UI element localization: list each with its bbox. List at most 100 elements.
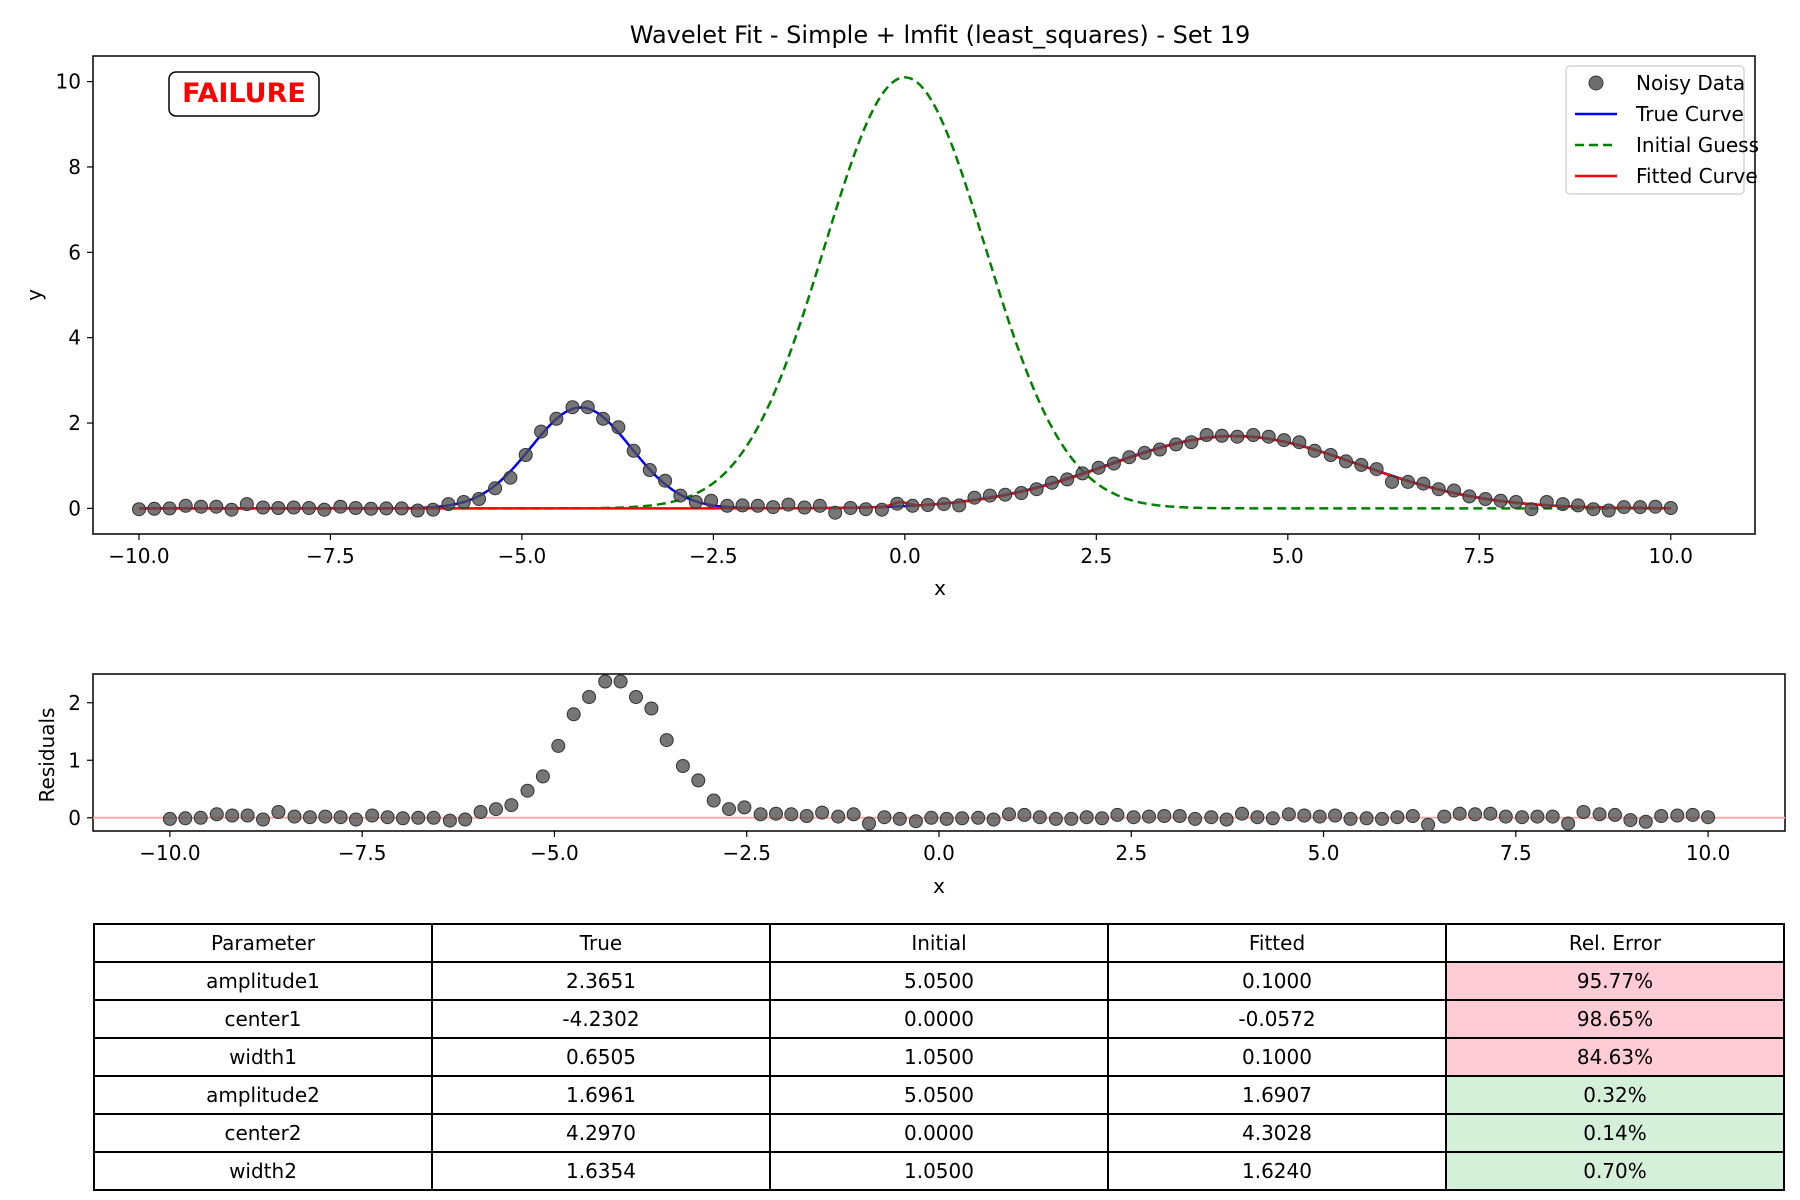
residual-point (333, 810, 348, 825)
failure-box (168, 71, 320, 117)
residual-point (473, 805, 488, 819)
table-cell: 0.0000 (769, 999, 1109, 1039)
noisy-data-point (812, 498, 827, 513)
residual-point (504, 798, 519, 813)
residuals-data-points (162, 674, 1716, 832)
noisy-data-point (1044, 475, 1059, 490)
y-tick-label: 0 (68, 496, 81, 520)
residual-point (1172, 809, 1187, 823)
table-cell: center2 (93, 1113, 433, 1153)
residual-point (1219, 812, 1234, 827)
table-cell: 0.1000 (1107, 961, 1447, 1001)
failure-annotation: FAILURE (168, 71, 320, 117)
noisy-data-point (766, 500, 781, 515)
header-initial: Initial (769, 923, 1109, 963)
noisy-data-point (735, 498, 750, 513)
residual-point (955, 811, 970, 826)
residual-point (1592, 807, 1607, 822)
y-tick-label: 2 (68, 411, 81, 435)
noisy-data-point (379, 501, 394, 516)
noisy-data-point (147, 501, 162, 516)
residual-point (1188, 811, 1203, 826)
table-header-row: Parameter True Initial Fitted Rel. Error (93, 923, 1785, 963)
noisy-data-point (1555, 497, 1570, 512)
residual-point (349, 812, 363, 827)
noisy-data-point (317, 502, 332, 517)
residual-point (582, 690, 597, 704)
residual-point (1561, 816, 1576, 831)
parameter-table: Parameter True Initial Fitted Rel. Error… (93, 923, 1785, 1191)
residual-point (193, 810, 208, 825)
residual-point (1390, 810, 1405, 825)
noisy-data-point (1261, 429, 1276, 444)
noisy-data-point (410, 503, 425, 518)
x-tick-label: 0.0 (889, 544, 921, 568)
noisy-data-point (611, 420, 626, 435)
residual-point (892, 811, 907, 826)
residual-point (1142, 809, 1156, 824)
residual-point (706, 793, 721, 808)
x-tick-label: −7.5 (338, 841, 387, 865)
x-tick-label: 5.0 (1272, 544, 1304, 568)
noisy-data-point (426, 502, 441, 517)
x-tick-label: 0.0 (923, 841, 955, 865)
noisy-data-point (1431, 482, 1446, 497)
table-cell: 0.6505 (431, 1037, 771, 1077)
noisy-data-point (982, 488, 997, 503)
x-tick-label: 2.5 (1080, 544, 1112, 568)
x-tick-label: 7.5 (1500, 841, 1532, 865)
main-y-axis-label: y (22, 289, 46, 301)
residual-point (1343, 811, 1358, 826)
residual-point (1265, 811, 1280, 826)
table-cell: 4.3028 (1107, 1113, 1447, 1153)
residual-point (1576, 805, 1591, 819)
residual-point (613, 674, 628, 689)
noisy-data-point (920, 498, 935, 512)
residual-point (178, 811, 193, 826)
residual-point (1608, 807, 1622, 822)
residual-point (209, 807, 224, 822)
noisy-data-point (580, 400, 595, 415)
residual-point (1498, 809, 1513, 824)
noisy-data-point (1509, 495, 1523, 509)
noisy-data-point (781, 497, 796, 512)
x-tick-label: 7.5 (1463, 544, 1495, 568)
rel-error-cell: 0.70% (1445, 1151, 1785, 1191)
noisy-data-point (364, 501, 378, 516)
noisy-data-point (456, 495, 471, 509)
noisy-data-point (271, 501, 286, 515)
residual-point (1515, 810, 1529, 825)
noisy-data-point (1633, 500, 1648, 515)
residual-point (520, 783, 535, 798)
residual-point (1079, 810, 1094, 825)
x-tick-label: 5.0 (1308, 841, 1340, 865)
residual-point (1654, 809, 1669, 823)
noisy-data-point (518, 448, 533, 462)
residual-point (1670, 808, 1685, 823)
y-tick-label: 10 (56, 70, 81, 94)
y-tick-label: 4 (68, 326, 81, 350)
x-tick-label: −2.5 (689, 544, 738, 568)
residual-point (1235, 806, 1249, 821)
residual-point (986, 812, 1001, 827)
residual-point (1359, 811, 1374, 826)
table-row: amplitude1 2.3651 5.0500 0.1000 95.77% (93, 961, 1785, 1001)
fitted-curve-line (139, 434, 1671, 510)
failure-label: FAILURE (182, 78, 306, 109)
residual-point (426, 810, 441, 825)
noisy-data-point (1586, 502, 1601, 517)
residual-point (318, 809, 333, 824)
residual-point (1017, 807, 1032, 822)
table-cell: width2 (93, 1151, 433, 1191)
residual-point (1250, 810, 1265, 825)
residual-point (722, 802, 736, 817)
table-cell: width1 (93, 1037, 433, 1077)
residual-point (598, 674, 613, 689)
noisy-data-point (1137, 445, 1152, 460)
noisy-data-point (256, 500, 270, 515)
noisy-data-point (1091, 460, 1106, 475)
noisy-data-point (1385, 474, 1399, 489)
rel-error-cell: 0.14% (1445, 1113, 1785, 1153)
residuals-y-axis: 0 1 2 (68, 691, 93, 830)
residual-point (1452, 806, 1467, 821)
